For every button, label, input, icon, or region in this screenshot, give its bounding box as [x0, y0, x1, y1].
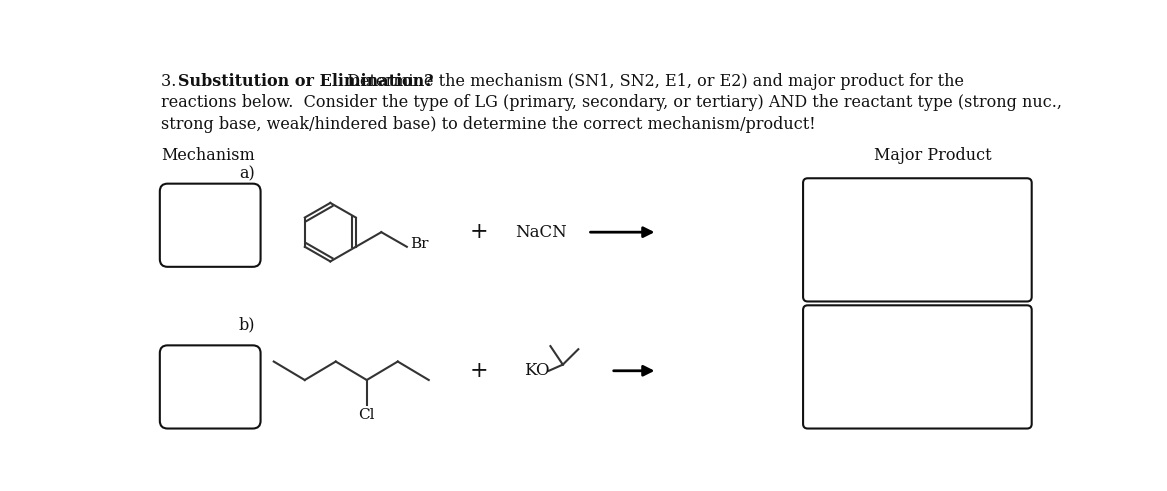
Text: b): b) [239, 317, 256, 334]
Text: Cl: Cl [358, 408, 375, 422]
Text: Br: Br [410, 238, 428, 251]
Text: Mechanism: Mechanism [161, 147, 256, 164]
Text: a): a) [239, 165, 254, 182]
Text: Major Product: Major Product [874, 147, 992, 164]
Text: 3.: 3. [161, 73, 182, 90]
Text: NaCN: NaCN [516, 224, 567, 241]
Text: Determine the mechanism (SN1, SN2, E1, or E2) and major product for the: Determine the mechanism (SN1, SN2, E1, o… [336, 73, 964, 90]
Text: Substitution or Elimination?: Substitution or Elimination? [179, 73, 434, 90]
Text: strong base, weak/hindered base) to determine the correct mechanism/product!: strong base, weak/hindered base) to dete… [161, 116, 816, 133]
Text: KO: KO [524, 362, 550, 379]
Text: reactions below.  Consider the type of LG (primary, secondary, or tertiary) AND : reactions below. Consider the type of LG… [161, 94, 1062, 111]
Text: +: + [470, 221, 489, 243]
Text: +: + [470, 360, 489, 382]
